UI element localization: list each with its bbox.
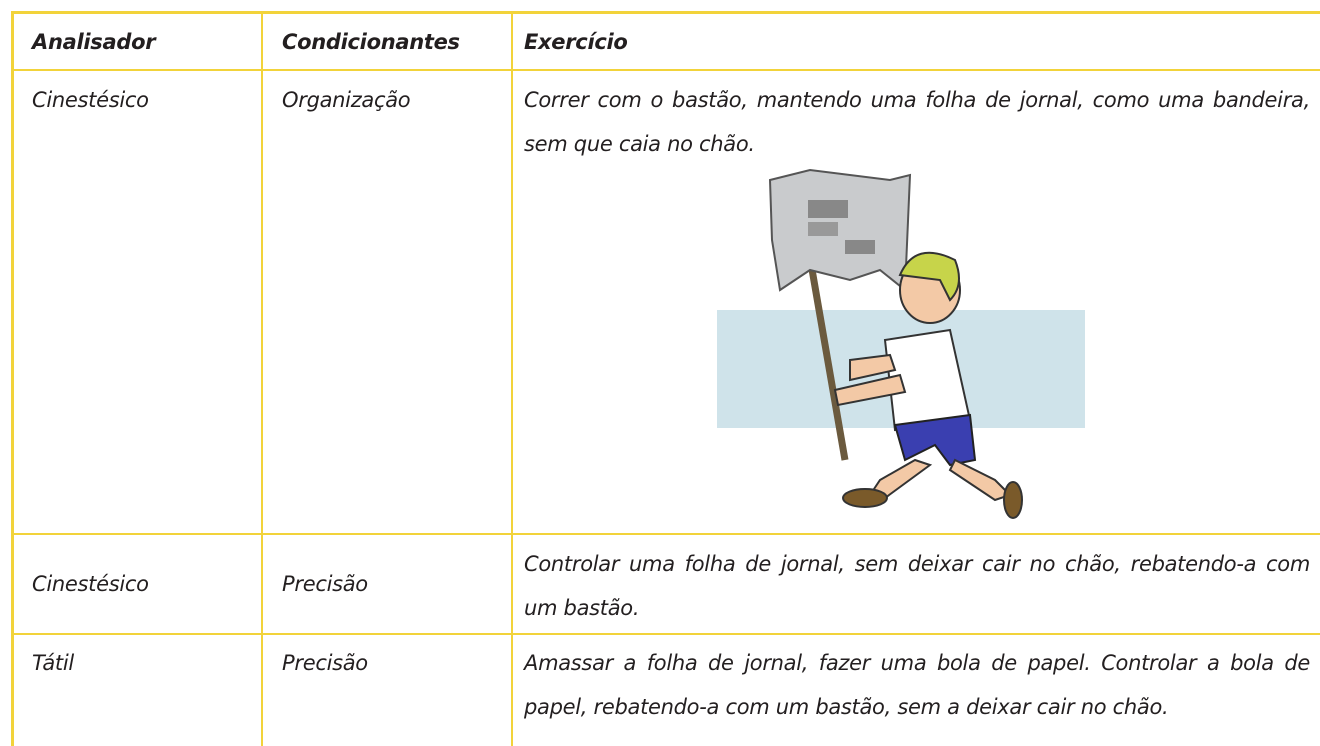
cell: Controlar uma folha de jornal, sem deixa… — [524, 552, 1310, 620]
border — [12, 633, 1320, 635]
illustration — [717, 168, 1085, 519]
cell: Amassar a folha de jornal, fazer uma bol… — [524, 651, 1310, 719]
header-cell: Condicionantes — [282, 30, 460, 54]
cell: Cinestésico — [32, 88, 149, 112]
cell: Organização — [282, 88, 411, 112]
cell: Precisão — [282, 651, 368, 675]
cell: Correr com o bastão, mantendo uma folha … — [524, 88, 1310, 156]
border — [12, 533, 1320, 535]
header-cell: Analisador — [32, 30, 156, 54]
cell: Precisão — [282, 572, 368, 596]
cell: Tátil — [32, 651, 74, 675]
cell: Cinestésico — [32, 572, 149, 596]
border — [12, 11, 1320, 14]
border — [261, 11, 263, 746]
header-cell: Exercício — [524, 30, 628, 54]
border — [511, 11, 513, 746]
border — [11, 11, 14, 746]
border — [12, 69, 1320, 71]
